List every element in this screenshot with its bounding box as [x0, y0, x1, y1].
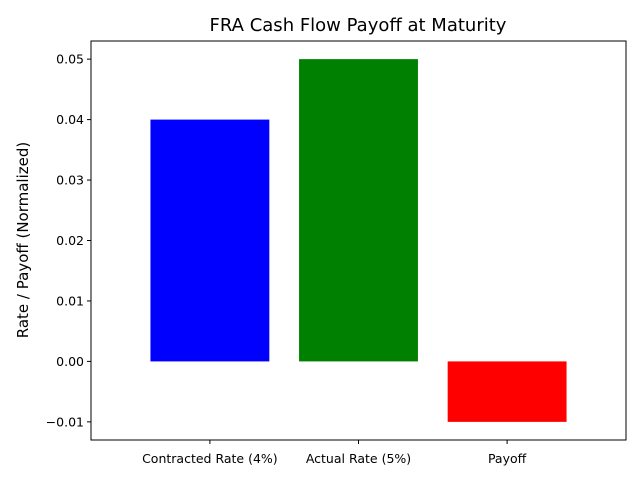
y-tick-label: 0.03 [56, 173, 84, 188]
bar-0 [150, 119, 270, 362]
plot-frame [90, 40, 627, 441]
y-tick-label: 0.02 [56, 233, 84, 248]
y-tick-label: 0.01 [56, 293, 84, 308]
x-axis: Contracted Rate (4%) Actual Rate (5%) Payo… [142, 440, 527, 466]
y-tick-label: 0.00 [56, 354, 84, 369]
y-tick-label: −0.01 [46, 414, 84, 429]
bars-group [150, 59, 567, 422]
chart-title: FRA Cash Flow Payoff at Maturity [210, 15, 507, 36]
x-tick-label: Contracted Rate (4%) [142, 451, 278, 466]
bar-1 [299, 59, 418, 362]
y-axis: −0.01 0.00 0.01 0.02 0.03 0.04 0.05 [46, 52, 91, 429]
bar-2 [447, 361, 567, 422]
y-tick-label: 0.04 [56, 112, 84, 127]
x-tick-label: Payoff [488, 451, 527, 466]
x-tick-label: Actual Rate (5%) [306, 451, 411, 466]
y-tick-label: 0.05 [56, 52, 84, 67]
y-axis-label: Rate / Payoff (Normalized) [14, 142, 32, 338]
